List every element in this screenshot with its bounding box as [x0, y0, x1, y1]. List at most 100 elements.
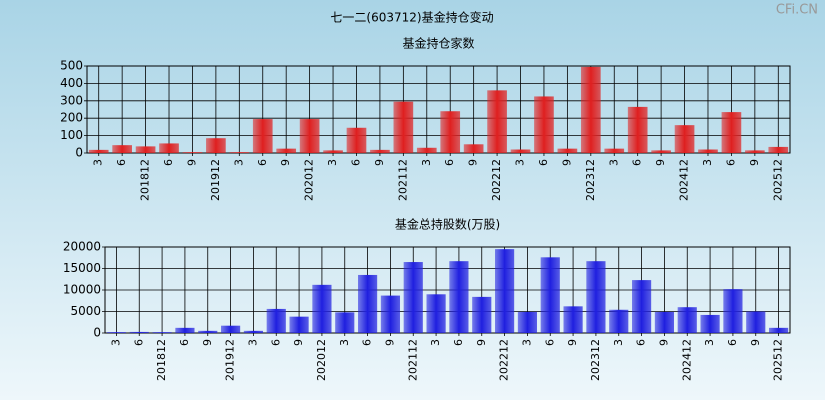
bar [312, 284, 332, 333]
y-tick-label: 15000 [63, 261, 101, 275]
x-tick-label: 6 [726, 339, 739, 346]
x-tick-label: 9 [654, 159, 667, 166]
bar [370, 149, 390, 153]
x-tick-label: 3 [514, 159, 527, 166]
x-tick-label: 202412 [680, 339, 693, 381]
bar [229, 152, 250, 153]
bar [129, 331, 149, 333]
x-tick-label: 9 [748, 159, 761, 166]
x-tick-label: 202112 [396, 159, 409, 201]
bar [299, 119, 320, 153]
bar [654, 311, 675, 333]
bar [335, 312, 355, 333]
x-tick-label: 6 [452, 339, 465, 346]
bar [323, 150, 343, 153]
bar [289, 316, 309, 333]
bar [494, 249, 515, 333]
chart-title: 基金持仓家数 [402, 36, 474, 51]
bar [540, 257, 560, 333]
x-tick-label: 3 [420, 159, 433, 166]
watermark: CFi.CN [776, 3, 818, 18]
bar [768, 146, 789, 153]
bar [393, 101, 414, 153]
x-tick-label: 9 [560, 159, 573, 166]
bar [631, 280, 652, 333]
x-tick-label: 9 [185, 159, 198, 166]
x-tick-label: 3 [326, 159, 339, 166]
bar [700, 314, 720, 333]
x-tick-label: 3 [109, 339, 122, 346]
bar [627, 106, 648, 153]
bar [586, 261, 606, 333]
x-tick-label: 6 [162, 159, 175, 166]
y-tick-label: 20000 [63, 240, 101, 254]
x-tick-label: 3 [92, 159, 105, 166]
x-tick-label: 3 [246, 339, 259, 346]
bar [746, 311, 766, 333]
x-tick-label: 3 [520, 339, 533, 346]
bar [276, 148, 297, 153]
x-tick-label: 202312 [584, 159, 597, 201]
x-tick-label: 9 [749, 339, 762, 346]
x-tick-label: 9 [383, 339, 396, 346]
bar [745, 150, 765, 153]
x-tick-label: 3 [703, 339, 716, 346]
bar [510, 149, 531, 153]
bar [416, 147, 437, 153]
bar [463, 144, 484, 153]
x-tick-label: 202012 [303, 159, 316, 201]
y-tick-label: 400 [60, 76, 83, 90]
x-tick-label: 6 [361, 339, 374, 346]
x-tick-label: 202012 [315, 339, 328, 381]
x-tick-label: 202112 [406, 339, 419, 381]
y-tick-label: 5000 [70, 304, 101, 318]
x-tick-label: 6 [724, 159, 737, 166]
bar [252, 119, 273, 153]
x-tick-label: 9 [292, 339, 305, 346]
x-tick-label: 6 [132, 339, 145, 346]
bar [563, 306, 583, 333]
bar [135, 146, 156, 153]
bar [106, 332, 127, 333]
x-tick-label: 202412 [678, 159, 691, 201]
x-tick-label: 6 [443, 159, 456, 166]
bar [557, 148, 578, 153]
x-tick-label: 9 [373, 159, 386, 166]
x-tick-label: 3 [607, 159, 620, 166]
x-tick-label: 9 [201, 339, 214, 346]
bar [112, 145, 132, 153]
bar [517, 311, 538, 333]
x-tick-label: 3 [612, 339, 625, 346]
bar [206, 138, 226, 153]
x-tick-label: 6 [178, 339, 191, 346]
x-tick-label: 202512 [772, 339, 785, 381]
y-tick-label: 200 [60, 111, 83, 125]
x-tick-label: 6 [115, 159, 128, 166]
x-tick-label: 3 [338, 339, 351, 346]
x-tick-label: 3 [232, 159, 245, 166]
x-tick-label: 9 [475, 339, 488, 346]
y-tick-label: 500 [60, 59, 83, 73]
bar [580, 66, 601, 153]
bar [159, 143, 179, 153]
x-tick-label: 202312 [589, 339, 602, 381]
page-title: 七一二(603712)基金持仓变动 [330, 10, 493, 25]
y-tick-label: 100 [60, 128, 83, 142]
bar [472, 296, 492, 333]
x-tick-label: 201912 [209, 159, 222, 201]
bar [357, 274, 378, 333]
bar [220, 325, 241, 333]
bar [609, 309, 629, 333]
x-tick-label: 9 [467, 159, 480, 166]
x-tick-label: 6 [349, 159, 362, 166]
bar [698, 149, 718, 153]
x-tick-label: 9 [657, 339, 670, 346]
x-tick-label: 3 [429, 339, 442, 346]
x-tick-label: 3 [701, 159, 714, 166]
chart-title: 基金总持股数(万股) [395, 217, 500, 232]
x-tick-label: 201912 [224, 339, 237, 381]
bar [440, 111, 461, 153]
y-tick-label: 10000 [63, 283, 101, 297]
x-tick-label: 9 [279, 159, 292, 166]
bar [723, 289, 743, 333]
